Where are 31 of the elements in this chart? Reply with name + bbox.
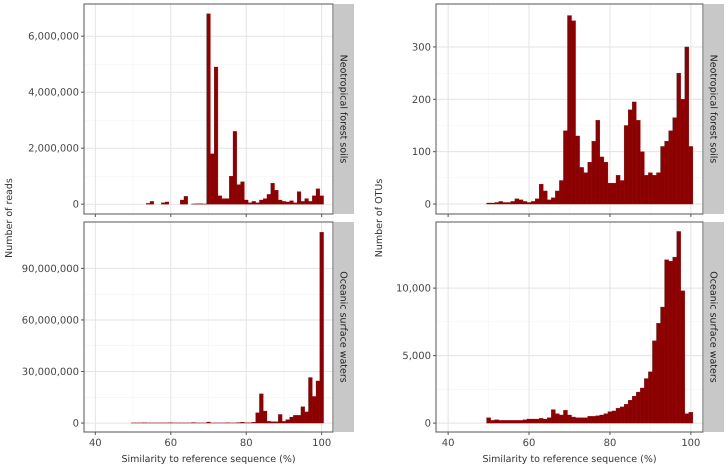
x-tick-label: 80	[240, 438, 253, 449]
x-tick-label: 80	[604, 438, 616, 449]
text: Neotropical forest soils	[708, 54, 719, 164]
text: Oceanic surface waters	[708, 271, 719, 383]
y-tick-label: 100	[412, 147, 431, 158]
text: Neotropical forest soils	[338, 54, 349, 164]
y-tick-label: 60,000,000	[22, 315, 79, 326]
y-tick-label: 30,000,000	[22, 367, 79, 378]
y-tick-label: 90,000,000	[22, 264, 79, 275]
y-tick-label: 0	[424, 200, 431, 211]
y-axis-title: Number of OTUs	[374, 178, 385, 258]
x-tick-label: 100	[681, 438, 700, 449]
x-tick-label: 100	[312, 438, 332, 449]
y-tick-label: 0	[72, 418, 79, 430]
x-tick-label: 40	[442, 438, 455, 449]
y-tick-label: 4,000,000	[28, 88, 79, 99]
text: Oceanic surface waters	[338, 271, 349, 383]
y-tick-label: 200	[412, 94, 431, 106]
y-tick-label: 0	[424, 418, 431, 430]
y-tick-label: 0	[72, 200, 79, 211]
x-axis-title: Similarity to reference sequence (%)	[121, 454, 296, 465]
y-tick-label: 6,000,000	[28, 32, 79, 43]
y-tick-label: 5,000	[402, 351, 431, 362]
y-axis-title: Number of reads	[4, 178, 15, 258]
y-tick-label: 2,000,000	[28, 144, 79, 155]
x-tick-label: 40	[88, 438, 102, 449]
y-tick-label: 10,000	[396, 284, 431, 295]
y-tick-label: 300	[412, 42, 431, 54]
x-tick-label: 60	[164, 438, 178, 449]
x-axis-title: Similarity to reference sequence (%)	[482, 454, 657, 465]
x-tick-label: 60	[522, 438, 536, 449]
